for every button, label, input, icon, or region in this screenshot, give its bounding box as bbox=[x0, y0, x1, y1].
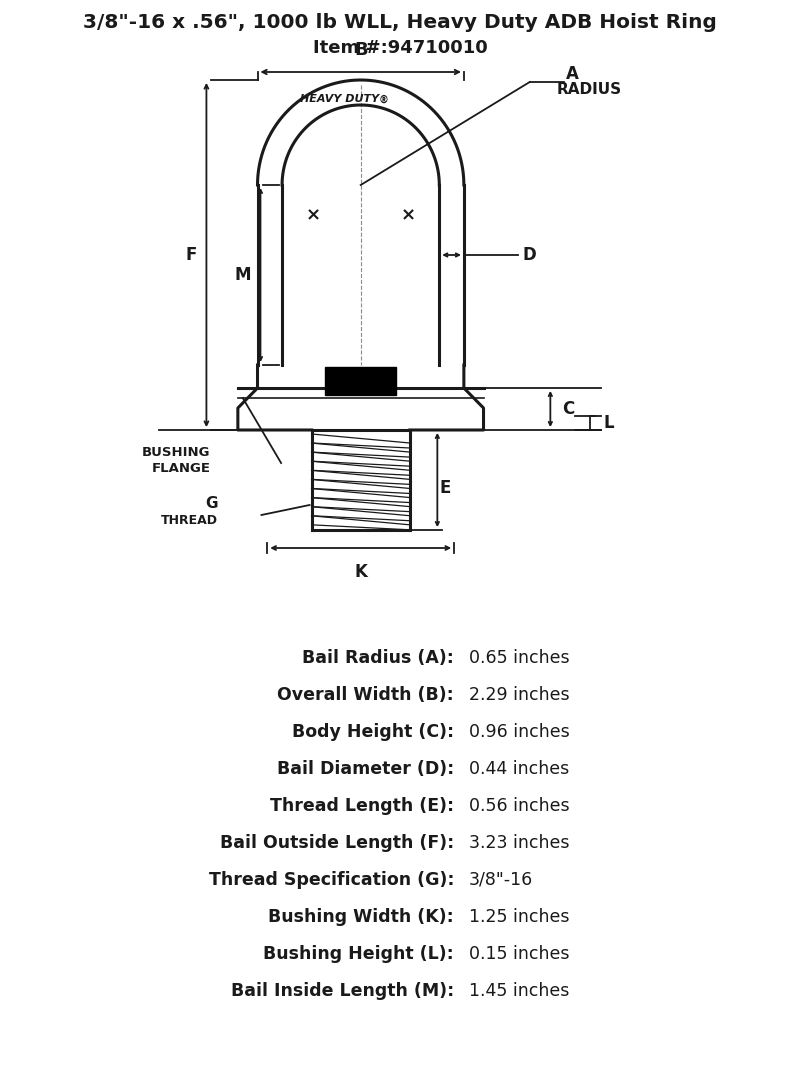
Text: 3/8"-16: 3/8"-16 bbox=[469, 871, 533, 889]
Text: 0.65 inches: 0.65 inches bbox=[469, 649, 570, 666]
Text: Overall Width (B):: Overall Width (B): bbox=[278, 686, 454, 704]
Text: FLANGE: FLANGE bbox=[151, 462, 210, 475]
Text: 0.15 inches: 0.15 inches bbox=[469, 945, 570, 963]
Text: A: A bbox=[566, 64, 579, 83]
Text: ®: ® bbox=[378, 95, 388, 104]
Text: BUSHING: BUSHING bbox=[142, 445, 210, 459]
Text: Thread Specification (G):: Thread Specification (G): bbox=[209, 871, 454, 889]
Text: D: D bbox=[523, 246, 537, 264]
Text: HEAVY DUTY: HEAVY DUTY bbox=[299, 95, 378, 104]
Text: ×: × bbox=[400, 206, 415, 224]
Text: 1.25 inches: 1.25 inches bbox=[469, 908, 570, 926]
Text: C: C bbox=[562, 400, 574, 418]
Text: Bail Diameter (D):: Bail Diameter (D): bbox=[277, 760, 454, 778]
Text: Bushing Height (L):: Bushing Height (L): bbox=[263, 945, 454, 963]
Bar bbox=[326, 367, 396, 395]
Text: THREAD: THREAD bbox=[162, 514, 218, 527]
Text: Bushing Width (K):: Bushing Width (K): bbox=[268, 908, 454, 926]
Text: Bail Inside Length (M):: Bail Inside Length (M): bbox=[230, 981, 454, 1000]
Text: Thread Length (E):: Thread Length (E): bbox=[270, 797, 454, 815]
Text: 1.45 inches: 1.45 inches bbox=[469, 981, 569, 1000]
Text: Bail Outside Length (F):: Bail Outside Length (F): bbox=[220, 834, 454, 852]
Text: 3.23 inches: 3.23 inches bbox=[469, 834, 570, 852]
Text: 0.56 inches: 0.56 inches bbox=[469, 797, 570, 815]
Text: RADIUS: RADIUS bbox=[556, 83, 622, 98]
Text: Bail Radius (A):: Bail Radius (A): bbox=[302, 649, 454, 666]
Text: Body Height (C):: Body Height (C): bbox=[292, 723, 454, 741]
Text: F: F bbox=[186, 246, 197, 264]
Text: ×: × bbox=[306, 206, 321, 224]
Text: B: B bbox=[354, 41, 367, 59]
Text: 0.44 inches: 0.44 inches bbox=[469, 760, 569, 778]
Text: K: K bbox=[354, 563, 367, 581]
Text: M: M bbox=[234, 266, 250, 284]
Text: G: G bbox=[206, 496, 218, 511]
Text: Item #:94710010: Item #:94710010 bbox=[313, 39, 487, 57]
Text: 0.96 inches: 0.96 inches bbox=[469, 723, 570, 741]
Text: 3/8"-16 x .56", 1000 lb WLL, Heavy Duty ADB Hoist Ring: 3/8"-16 x .56", 1000 lb WLL, Heavy Duty … bbox=[83, 14, 717, 32]
Text: L: L bbox=[603, 414, 614, 432]
Text: 2.29 inches: 2.29 inches bbox=[469, 686, 570, 704]
Text: E: E bbox=[439, 479, 450, 497]
